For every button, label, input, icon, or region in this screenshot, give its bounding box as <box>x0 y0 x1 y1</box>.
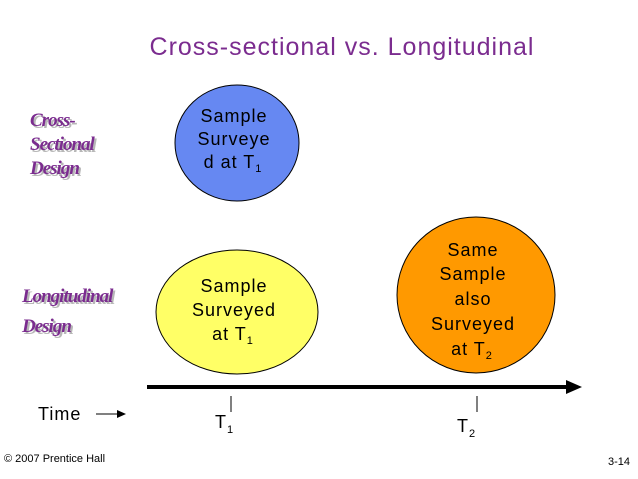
line: Surveye <box>197 129 270 149</box>
ellipse <box>396 216 556 374</box>
tick-text: T <box>215 412 227 432</box>
line: Same <box>447 240 498 260</box>
label-shadow: Design <box>31 160 81 181</box>
line: at T <box>212 324 247 344</box>
ellipse-text: Same Sample also Surveyed at T2 <box>431 240 521 362</box>
ellipse-text: Sample Surveyed at T1 <box>192 276 282 347</box>
subscript: 2 <box>486 350 493 362</box>
line: Sample <box>439 264 506 284</box>
time-arrowhead <box>117 410 126 418</box>
label-shadow: Sectional <box>32 136 98 157</box>
label-line: Design <box>29 158 79 179</box>
label-shadow: Cross- <box>32 112 77 133</box>
cross-sectional-label: Cross- Sectional Design Cross- Sectional… <box>29 110 99 181</box>
line: Sample <box>200 276 267 296</box>
copyright: © 2007 Prentice Hall <box>4 453 105 465</box>
page-number: 3-14 <box>608 456 630 468</box>
subscript: 1 <box>227 424 234 436</box>
line: Surveyed <box>192 300 276 320</box>
ellipse-text: Sample Surveye d at T1 <box>197 106 276 175</box>
ellipse <box>174 84 300 202</box>
label-line: Design <box>21 316 71 337</box>
line: Sample <box>200 106 267 126</box>
subscript: 2 <box>469 428 476 440</box>
slide-title: Cross-sectional vs. Longitudinal <box>150 33 535 61</box>
axis-arrowhead <box>566 380 582 394</box>
ellipse <box>155 249 319 375</box>
tick-text: T <box>457 416 469 436</box>
line: also <box>454 289 491 309</box>
label-line: Cross- <box>30 110 75 131</box>
label-shadow: Design <box>23 318 73 339</box>
label-line: Sectional <box>30 134 96 155</box>
longitudinal-label: Longitudinal Design Longitudinal Design <box>21 286 117 339</box>
subscript: 1 <box>247 335 254 347</box>
subscript: 1 <box>255 163 262 175</box>
label-shadow: Longitudinal <box>23 288 116 309</box>
tick-label: T2 <box>457 416 476 440</box>
line: at T <box>451 339 486 359</box>
time-label: Time <box>38 404 81 424</box>
line: d at T <box>204 152 256 172</box>
tick-label: T1 <box>215 412 234 436</box>
label-line: Longitudinal <box>21 286 114 307</box>
line: Surveyed <box>431 314 515 334</box>
